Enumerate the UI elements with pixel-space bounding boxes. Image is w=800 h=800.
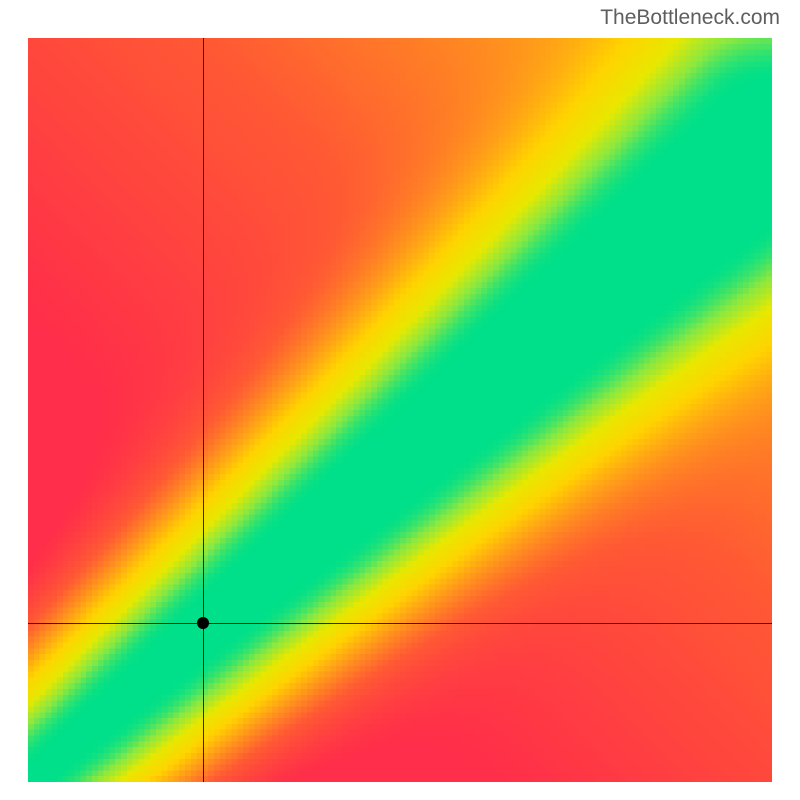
heatmap-plot xyxy=(28,38,772,782)
heatmap-canvas xyxy=(28,38,772,782)
attribution-text: TheBottleneck.com xyxy=(600,6,780,30)
data-point-marker xyxy=(197,617,209,629)
